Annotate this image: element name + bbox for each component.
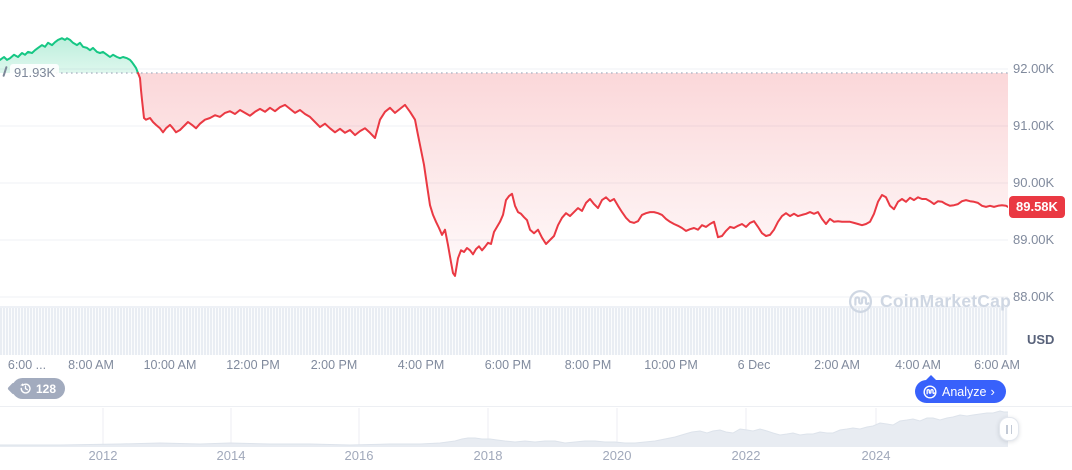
y-axis-label: USD xyxy=(1027,332,1055,347)
y-axis-label: 90.00K xyxy=(1013,175,1055,190)
x-axis-label: 2:00 PM xyxy=(310,358,358,372)
x-axis-label: 6:00 AM xyxy=(974,358,1020,372)
minimap-year-label: 2014 xyxy=(216,448,246,463)
watermark-text: CoinMarketCap xyxy=(880,291,1011,311)
history-count: 128 xyxy=(36,381,57,396)
x-axis-label: 4:00 PM xyxy=(397,358,445,372)
y-axis-label: 92.00K xyxy=(1013,61,1055,76)
minimap-year-label: 2012 xyxy=(88,448,118,463)
x-axis-label: 12:00 PM xyxy=(226,358,280,372)
x-axis-label: 2:00 AM xyxy=(814,358,860,372)
minimap-year-label: 2018 xyxy=(473,448,503,463)
minimap-area-chart xyxy=(0,408,1008,447)
x-axis-label: 8:00 AM xyxy=(68,358,114,372)
minimap-year-label: 2024 xyxy=(861,448,891,463)
x-axis-label: 6:00 PM xyxy=(484,358,532,372)
coinmarketcap-watermark: CoinMarketCap xyxy=(848,289,1011,314)
history-clock-icon xyxy=(20,383,31,394)
x-axis-label: 6:00 ... xyxy=(7,358,47,372)
price-line-chart xyxy=(0,37,1008,298)
chevron-right-icon: › xyxy=(990,384,995,399)
x-axis-label: 6 Dec xyxy=(737,358,771,372)
history-count-chip[interactable]: 128 xyxy=(12,378,66,399)
volume-bars xyxy=(0,306,1008,355)
minimap-handle[interactable] xyxy=(999,417,1019,441)
minimap-year-label: 2016 xyxy=(344,448,374,463)
analyze-button[interactable]: Analyze › xyxy=(915,375,1006,403)
y-axis-label: 91.00K xyxy=(1013,118,1055,133)
x-axis-label: 8:00 PM xyxy=(564,358,612,372)
x-axis: 6:00 ... 8:00 AM 10:00 AM 12:00 PM 2:00 PM 4:… xyxy=(0,358,1072,374)
y-axis-label: 88.00K xyxy=(1013,289,1055,304)
analyze-label: Analyze xyxy=(942,384,987,399)
y-axis: 92.00K 91.00K 90.00K 89.00K 88.00K USD xyxy=(1013,0,1072,355)
timeline-minimap[interactable] xyxy=(0,406,1072,448)
baseline-price-label: 91.93K xyxy=(10,64,60,81)
price-chart-area[interactable]: 91.93K CoinMarketCap xyxy=(0,0,1011,355)
x-axis-label: 4:00 AM xyxy=(895,358,941,372)
minimap-year-labels: 2012 2014 2016 2018 2020 2022 2024 xyxy=(0,448,1072,464)
coinmarketcap-logo-icon xyxy=(848,289,873,314)
analyze-logo-icon xyxy=(923,384,937,399)
x-axis-label: 10:00 PM xyxy=(644,358,698,372)
current-price-badge: 89.58K xyxy=(1009,196,1065,219)
x-axis-label: 10:00 AM xyxy=(143,358,197,372)
minimap-year-label: 2020 xyxy=(602,448,632,463)
y-axis-label: 89.00K xyxy=(1013,232,1055,247)
minimap-year-label: 2022 xyxy=(731,448,761,463)
